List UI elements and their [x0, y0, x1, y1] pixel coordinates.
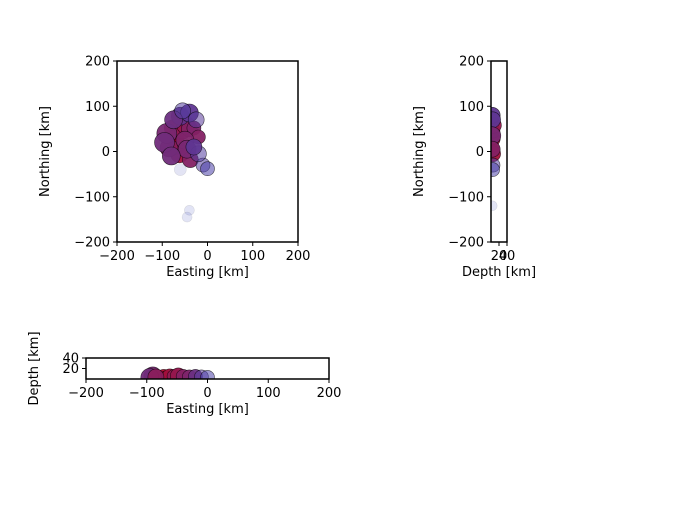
y-tick-label: 0	[476, 145, 484, 160]
x-tick-label: 100	[240, 249, 265, 264]
x-tick-label: 40	[499, 249, 516, 264]
data-point	[181, 211, 193, 223]
data-point	[491, 200, 498, 212]
data-point	[162, 146, 181, 166]
data-point	[174, 163, 187, 176]
y-tick-label: −100	[74, 190, 110, 205]
y-axis-label: Northing [km]	[412, 106, 427, 197]
data-point	[491, 162, 500, 177]
y-tick-label: 0	[102, 145, 110, 160]
scatter-points	[140, 366, 215, 379]
data-point	[491, 140, 501, 158]
x-tick-label: 0	[203, 386, 211, 401]
data-point	[491, 111, 501, 129]
y-tick-label: 40	[62, 352, 79, 367]
y-tick-label: −200	[74, 236, 110, 251]
x-tick-label: 0	[203, 249, 211, 264]
x-tick-label: 200	[317, 386, 342, 401]
y-tick-label: −100	[448, 190, 484, 205]
x-tick-label: 200	[286, 249, 311, 264]
data-point	[147, 368, 165, 379]
x-tick-label: −100	[129, 386, 165, 401]
y-tick-label: 200	[459, 55, 484, 70]
data-point	[187, 111, 205, 129]
x-axis-label: Easting [km]	[166, 265, 249, 280]
data-point	[184, 205, 195, 216]
y-tick-label: −200	[448, 236, 484, 251]
data-point	[174, 102, 191, 120]
axes-frame	[116, 60, 299, 243]
y-tick-label: 100	[459, 100, 484, 115]
y-axis-label: Depth [km]	[27, 331, 42, 405]
x-axis-label: Depth [km]	[462, 265, 536, 280]
data-point	[200, 161, 215, 176]
x-tick-label: −100	[144, 249, 180, 264]
data-point	[185, 138, 203, 156]
x-tick-label: −200	[99, 249, 135, 264]
x-tick-label: 20	[491, 249, 508, 264]
x-axis-label: Easting [km]	[166, 402, 249, 417]
y-axis-label: Northing [km]	[38, 106, 53, 197]
data-point	[200, 370, 215, 379]
scatter-points	[154, 102, 215, 223]
y-tick-label: 200	[85, 55, 110, 70]
x-tick-label: 100	[256, 386, 281, 401]
panel-map-view: −200 −100 0 100 200 −200 −100 0 100 200 Easting [k…	[38, 55, 310, 281]
x-tick-label: −200	[68, 386, 104, 401]
y-tick-label: 20	[62, 362, 79, 377]
y-tick-label: 100	[85, 100, 110, 115]
scatter-points	[491, 107, 502, 212]
